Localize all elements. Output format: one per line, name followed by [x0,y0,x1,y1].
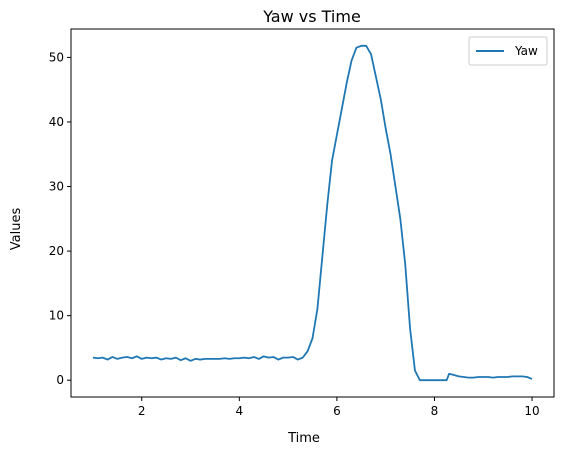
series-line-yaw [92,44,533,382]
x-tick-label: 2 [138,404,146,418]
y-tick-label: 10 [49,309,64,323]
y-tick-label: 50 [49,50,64,64]
legend-label-yaw: Yaw [514,44,538,58]
legend: Yaw [468,36,548,66]
x-axis-ticks: 2 4 6 8 10 [138,397,540,418]
x-tick-label: 10 [524,404,539,418]
x-tick-label: 8 [431,404,439,418]
x-axis-label: Time [287,431,320,446]
x-tick-label: 6 [333,404,341,418]
y-axis-ticks: 0 10 20 30 40 50 [49,50,71,387]
y-tick-label: 0 [56,373,64,387]
legend-box [468,36,548,66]
x-tick-label: 4 [235,404,243,418]
y-axis-label: Values [9,208,24,251]
y-tick-label: 40 [49,115,64,129]
y-tick-label: 20 [49,244,64,258]
plot-area [92,44,533,382]
y-tick-label: 30 [49,180,64,194]
chart-title: Yaw vs Time [262,7,361,26]
plot-frame [70,28,555,398]
